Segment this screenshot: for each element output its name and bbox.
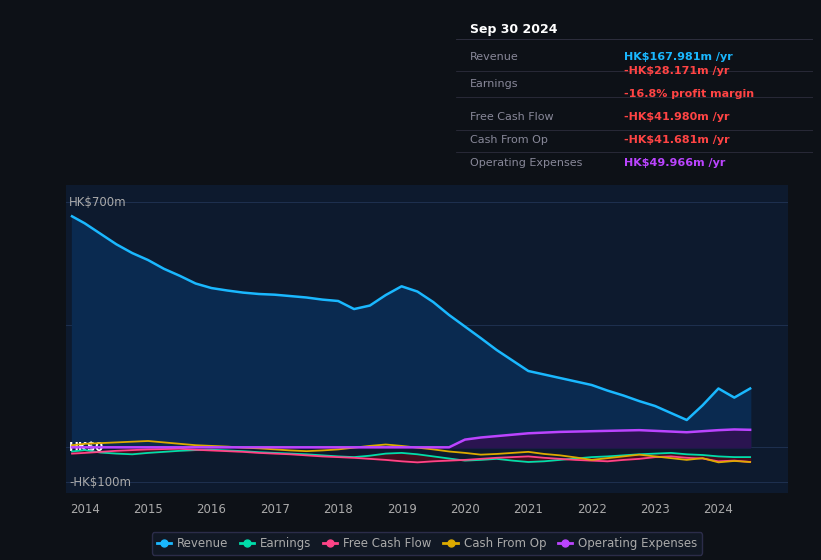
Text: HK$167.981m /yr: HK$167.981m /yr <box>623 53 732 63</box>
Text: -HK$28.171m /yr: -HK$28.171m /yr <box>623 66 729 76</box>
Legend: Revenue, Earnings, Free Cash Flow, Cash From Op, Operating Expenses: Revenue, Earnings, Free Cash Flow, Cash … <box>152 532 702 554</box>
Text: Free Cash Flow: Free Cash Flow <box>470 112 553 122</box>
Text: -HK$41.980m /yr: -HK$41.980m /yr <box>623 112 729 122</box>
Text: Operating Expenses: Operating Expenses <box>470 158 582 168</box>
Text: HK$0: HK$0 <box>69 441 104 454</box>
Text: -HK$100m: -HK$100m <box>69 476 131 489</box>
Text: -HK$41.681m /yr: -HK$41.681m /yr <box>623 135 729 145</box>
Text: HK$700m: HK$700m <box>69 196 127 209</box>
Text: Cash From Op: Cash From Op <box>470 135 548 145</box>
Text: Revenue: Revenue <box>470 53 519 63</box>
Text: -16.8% profit margin: -16.8% profit margin <box>623 89 754 99</box>
Text: Earnings: Earnings <box>470 79 518 89</box>
Text: Sep 30 2024: Sep 30 2024 <box>470 23 557 36</box>
Text: HK$49.966m /yr: HK$49.966m /yr <box>623 158 725 168</box>
